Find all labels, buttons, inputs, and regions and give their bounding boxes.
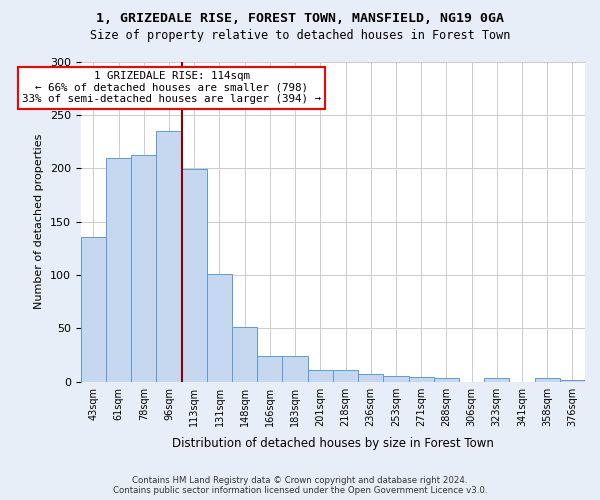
Bar: [81, 236, 106, 382]
Bar: [232, 327, 257, 382]
Y-axis label: Number of detached properties: Number of detached properties: [34, 134, 44, 310]
Text: 1, GRIZEDALE RISE, FOREST TOWN, MANSFIELD, NG19 0GA: 1, GRIZEDALE RISE, FOREST TOWN, MANSFIEL…: [96, 12, 504, 26]
Bar: [535, 378, 560, 382]
Bar: [283, 356, 308, 382]
Bar: [383, 376, 409, 382]
Bar: [434, 378, 459, 382]
Bar: [106, 158, 131, 382]
Bar: [131, 156, 157, 382]
Bar: [207, 274, 232, 382]
Bar: [560, 380, 585, 382]
Bar: [308, 370, 333, 382]
Text: Contains HM Land Registry data © Crown copyright and database right 2024.
Contai: Contains HM Land Registry data © Crown c…: [113, 476, 487, 495]
Bar: [182, 170, 207, 382]
X-axis label: Distribution of detached houses by size in Forest Town: Distribution of detached houses by size …: [172, 437, 494, 450]
Text: 1 GRIZEDALE RISE: 114sqm  
← 66% of detached houses are smaller (798)
33% of sem: 1 GRIZEDALE RISE: 114sqm ← 66% of detach…: [22, 71, 321, 104]
Bar: [484, 378, 509, 382]
Bar: [157, 131, 182, 382]
Bar: [333, 370, 358, 382]
Bar: [257, 356, 283, 382]
Text: Size of property relative to detached houses in Forest Town: Size of property relative to detached ho…: [90, 29, 510, 42]
Bar: [358, 374, 383, 382]
Bar: [409, 378, 434, 382]
